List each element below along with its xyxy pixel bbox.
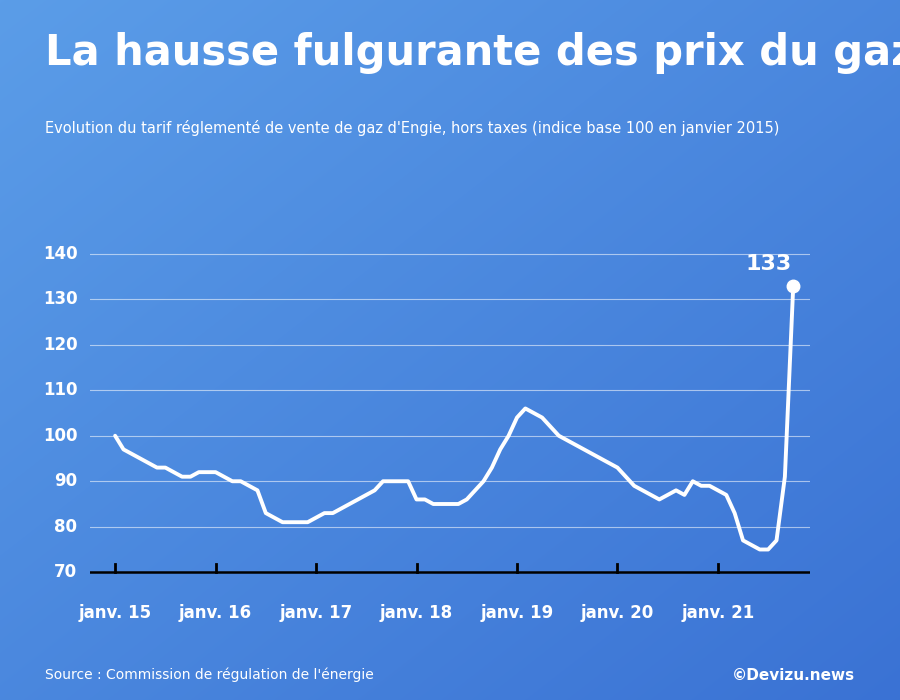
Text: 140: 140 bbox=[43, 245, 77, 262]
Text: janv. 17: janv. 17 bbox=[279, 604, 353, 622]
Text: janv. 21: janv. 21 bbox=[681, 604, 754, 622]
Text: 130: 130 bbox=[43, 290, 77, 308]
Text: ©Devizu.news: ©Devizu.news bbox=[732, 668, 855, 682]
Text: Evolution du tarif réglementé de vente de gaz d'Engie, hors taxes (indice base 1: Evolution du tarif réglementé de vente d… bbox=[45, 120, 779, 136]
Text: 133: 133 bbox=[745, 254, 791, 274]
Text: janv. 16: janv. 16 bbox=[179, 604, 252, 622]
Text: janv. 19: janv. 19 bbox=[481, 604, 554, 622]
Text: 120: 120 bbox=[43, 336, 77, 354]
Text: janv. 15: janv. 15 bbox=[78, 604, 152, 622]
Text: Source : Commission de régulation de l'énergie: Source : Commission de régulation de l'é… bbox=[45, 668, 374, 682]
Text: La hausse fulgurante des prix du gaz: La hausse fulgurante des prix du gaz bbox=[45, 32, 900, 74]
Text: 100: 100 bbox=[43, 427, 77, 444]
Text: 70: 70 bbox=[54, 564, 77, 581]
Text: 80: 80 bbox=[54, 518, 77, 536]
Text: 110: 110 bbox=[43, 382, 77, 399]
Text: janv. 18: janv. 18 bbox=[380, 604, 453, 622]
Text: 90: 90 bbox=[54, 473, 77, 490]
Text: janv. 20: janv. 20 bbox=[580, 604, 654, 622]
